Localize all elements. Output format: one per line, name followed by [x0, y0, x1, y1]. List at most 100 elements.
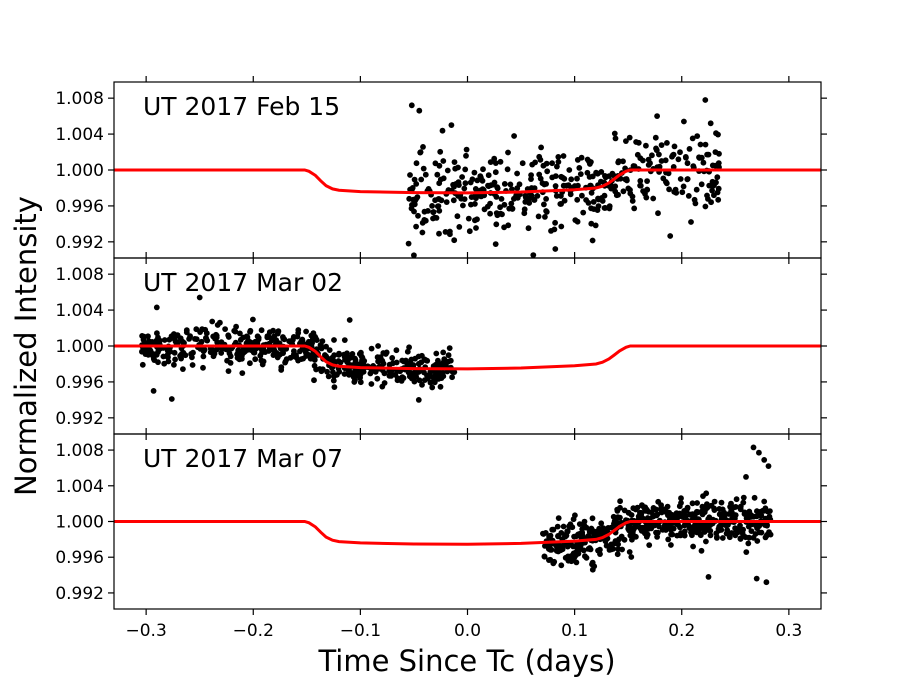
data-point-feb-15-406: [508, 200, 515, 207]
data-point-mar-07-353: [621, 536, 628, 543]
data-point-mar-07-530: [626, 549, 633, 555]
data-point-mar-02-546: [192, 336, 198, 342]
data-point-mar-07-515: [707, 527, 714, 534]
data-point-mar-02-398: [150, 355, 157, 362]
data-point-mar-02-434: [335, 351, 342, 358]
data-point-mar-02-209: [331, 384, 338, 390]
data-point-mar-07-556: [658, 502, 664, 508]
data-point-mar-02-439: [257, 352, 264, 359]
data-point-feb-15-117: [700, 159, 707, 166]
data-point-feb-15-324: [670, 151, 677, 158]
data-point-feb-15-131: [473, 225, 479, 231]
data-point-feb-15-242: [420, 165, 427, 172]
data-point-feb-15-448: [707, 120, 714, 127]
data-point-feb-15-315: [477, 173, 484, 180]
data-point-mar-02-127: [386, 361, 393, 368]
data-point-feb-15-292: [456, 182, 462, 189]
data-point-mar-02-547: [171, 331, 177, 337]
data-point-mar-02-378: [388, 373, 394, 379]
data-point-feb-15-234: [535, 213, 542, 220]
data-point-mar-07-560: [750, 444, 757, 451]
data-point-mar-07-301: [614, 514, 621, 521]
data-point-feb-15-221: [560, 153, 567, 159]
data-point-mar-07-326: [762, 534, 769, 541]
data-point-feb-15-299: [572, 217, 579, 224]
data-point-feb-15-300: [422, 217, 429, 224]
data-point-mar-07-388: [681, 532, 688, 539]
data-point-mar-02-469: [437, 383, 444, 390]
data-point-mar-07-345: [540, 530, 546, 537]
data-point-mar-02-455: [379, 383, 386, 390]
data-point-feb-15-80: [697, 141, 704, 148]
data-point-mar-07-545: [648, 509, 655, 516]
data-point-mar-02-314: [171, 349, 178, 356]
data-point-mar-02-504: [354, 361, 361, 368]
data-point-mar-02-498: [207, 349, 214, 356]
x-tick-label-1: −0.2: [233, 621, 274, 641]
data-point-mar-02-315: [193, 326, 200, 333]
data-point-feb-15-227: [575, 182, 581, 189]
data-point-mar-07-485: [691, 527, 697, 534]
data-point-feb-15-218: [671, 143, 678, 150]
y-tick-label-mar-07-0: 0.992: [55, 584, 104, 604]
y-tick-label-mar-02-2: 1.000: [55, 337, 104, 357]
observations-feb-15: [405, 97, 722, 259]
data-point-mar-07-401: [547, 556, 554, 563]
data-point-feb-15-422: [432, 197, 438, 204]
data-point-feb-15-433: [590, 199, 597, 205]
data-point-mar-02-370: [324, 368, 330, 375]
data-point-mar-07-521: [701, 509, 708, 516]
panel-mar-07: 0.992 0.996 1.000 1.004 1.008 UT 2017 Mar 07: [55, 428, 827, 615]
data-point-feb-15-269: [686, 146, 693, 152]
data-point-mar-07-333: [589, 561, 595, 568]
data-point-feb-15-374: [434, 171, 441, 178]
data-point-mar-02-559: [415, 397, 422, 403]
data-point-feb-15-236: [501, 181, 508, 187]
data-point-mar-02-464: [266, 329, 273, 336]
data-point-feb-15-19: [442, 229, 449, 235]
data-point-feb-15-116: [694, 133, 701, 140]
data-point-feb-15-440: [408, 102, 415, 109]
data-point-mar-07-406: [767, 531, 774, 538]
model-curve-mar-02: [114, 344, 821, 371]
data-point-feb-15-194: [588, 189, 595, 196]
data-point-mar-07-71: [646, 542, 653, 548]
data-point-mar-07-382: [707, 532, 714, 539]
data-point-mar-07-94: [718, 499, 725, 506]
data-point-mar-02-564: [346, 317, 353, 323]
data-point-feb-15-338: [684, 160, 691, 167]
data-point-mar-07-302: [589, 515, 596, 522]
data-point-feb-15-402: [455, 164, 461, 171]
data-point-mar-07-540: [666, 509, 673, 516]
data-point-feb-15-380: [418, 176, 425, 183]
data-point-mar-02-506: [247, 329, 253, 335]
data-point-mar-07-529: [678, 495, 684, 502]
data-point-mar-07-535: [645, 524, 651, 531]
data-point-mar-02-373: [419, 381, 425, 388]
panel-title-mar-07: UT 2017 Mar 07: [143, 444, 343, 473]
data-point-mar-07-516: [674, 512, 681, 519]
data-point-feb-15-135: [683, 154, 689, 161]
data-point-mar-02-561: [196, 294, 203, 301]
data-point-feb-15-280: [696, 154, 702, 161]
data-point-feb-15-226: [415, 212, 421, 219]
data-point-mar-02-489: [438, 375, 445, 381]
data-point-feb-15-230: [411, 176, 418, 183]
data-point-mar-02-554: [172, 356, 179, 363]
data-point-mar-07-541: [748, 514, 755, 520]
data-point-feb-15-435: [584, 156, 591, 163]
data-point-feb-15-14: [443, 199, 450, 206]
data-point-feb-15-443: [405, 240, 412, 247]
data-point-mar-07-563: [765, 463, 772, 469]
data-point-mar-02-383: [179, 350, 185, 357]
data-point-feb-15-322: [643, 194, 650, 201]
data-point-mar-07-252: [741, 509, 748, 516]
data-point-feb-15-88: [492, 241, 499, 248]
panel-title-feb-15: UT 2017 Feb 15: [143, 92, 340, 121]
data-point-feb-15-270: [705, 151, 712, 158]
data-point-feb-15-437: [637, 182, 643, 189]
data-point-mar-02-420: [278, 367, 285, 373]
data-point-feb-15-159: [437, 148, 444, 155]
data-point-feb-15-152: [492, 169, 499, 176]
data-point-mar-07-562: [761, 457, 768, 463]
